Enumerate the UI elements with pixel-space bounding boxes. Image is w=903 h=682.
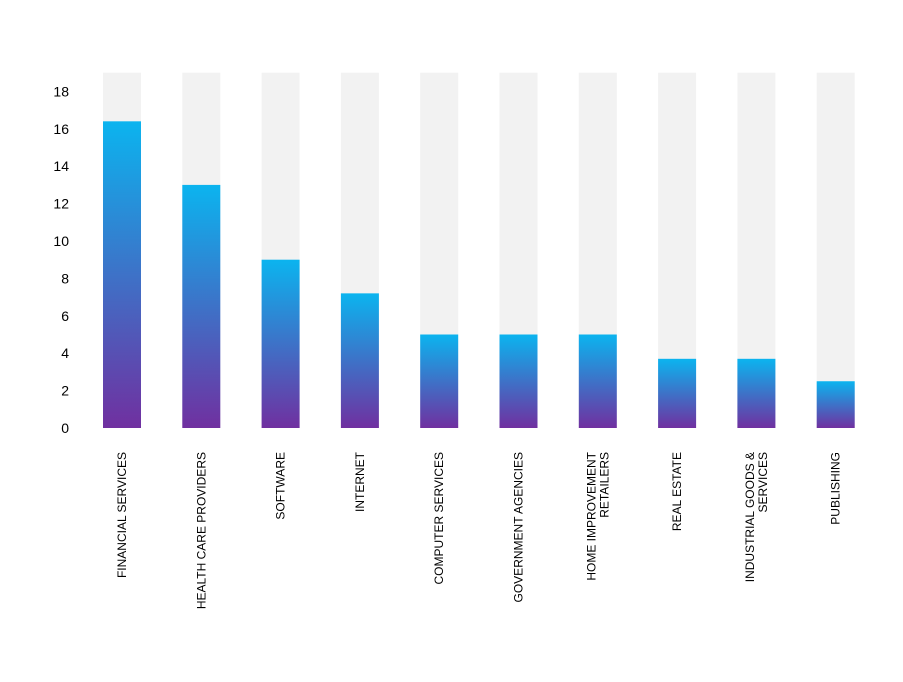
category-label: PUBLISHING	[829, 452, 843, 525]
category-label: HEALTH CARE PROVIDERS	[194, 452, 208, 609]
category-label: HOME IMPROVEMENT	[584, 451, 598, 580]
y-tick-label: 8	[61, 270, 69, 286]
category-label: COMPUTER SERVICES	[432, 452, 446, 584]
x-axis: FINANCIAL SERVICES HEALTH CARE PROVIDERS S…	[115, 451, 843, 609]
category-label: REAL ESTATE	[670, 452, 684, 531]
bar	[658, 358, 697, 428]
category-label: RETAILERS	[597, 452, 611, 518]
y-tick-label: 14	[53, 158, 69, 174]
bar	[340, 293, 379, 428]
y-tick-label: 12	[53, 196, 69, 212]
category-label: SERVICES	[756, 452, 770, 512]
bar	[816, 381, 855, 428]
y-tick-label: 0	[61, 420, 69, 436]
y-tick-label: 2	[61, 383, 69, 399]
bar	[261, 259, 300, 428]
category-label: INDUSTRIAL GOODS &	[743, 452, 757, 582]
bar	[420, 334, 459, 428]
bar	[737, 358, 776, 428]
y-tick-label: 4	[61, 345, 69, 361]
bar-track	[816, 72, 855, 428]
category-label: INTERNET	[353, 451, 367, 512]
bar	[499, 334, 538, 428]
category-label: SOFTWARE	[274, 452, 288, 520]
data-bars	[103, 121, 855, 428]
y-tick-label: 6	[61, 308, 69, 324]
bar	[182, 184, 221, 428]
bar	[103, 121, 141, 428]
bar	[578, 334, 617, 428]
category-label: FINANCIAL SERVICES	[115, 452, 129, 578]
category-label: GOVERNMENT AGENCIES	[512, 452, 526, 602]
y-tick-label: 16	[53, 121, 69, 137]
y-tick-label: 18	[53, 83, 69, 99]
y-axis: 0 2 4 6 8 10 12 14 16 18	[53, 83, 69, 436]
y-tick-label: 10	[53, 233, 69, 249]
